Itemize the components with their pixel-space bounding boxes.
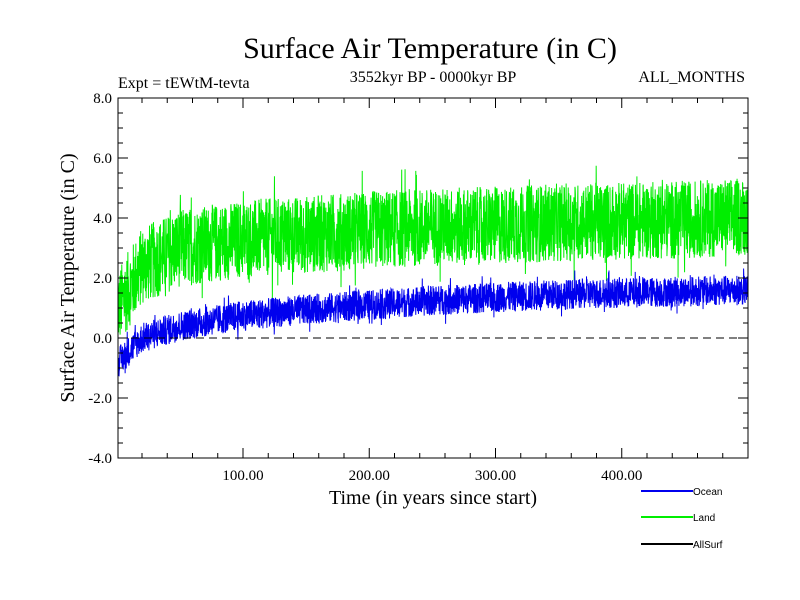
- series-line-ocean: [118, 268, 748, 377]
- experiment-label: Expt = tEWtM-tevta: [118, 75, 250, 92]
- y-tick-label: -4.0: [88, 451, 112, 467]
- axis-ticks: [118, 97, 748, 459]
- legend: Ocean Land AllSurf: [641, 487, 723, 551]
- y-tick-label: 4.0: [93, 211, 112, 227]
- x-tick-label: 100.00: [222, 468, 263, 484]
- y-axis-label: Surface Air Temperature (in C): [57, 153, 79, 402]
- plot-frame: [117, 97, 749, 459]
- time-range-label: 3552kyr BP - 0000kyr BP: [350, 69, 517, 86]
- y-tick-label: 0.0: [93, 331, 112, 347]
- legend-label-ocean: Ocean: [693, 487, 722, 498]
- x-tick-label: 200.00: [349, 468, 390, 484]
- y-tick-label: -2.0: [88, 391, 112, 407]
- y-tick-label: 6.0: [93, 151, 112, 167]
- legend-label-allsurf: AllSurf: [693, 540, 723, 551]
- axis-tick-labels: 100.00 200.00 300.00 400.00 -4.0 -2.0 0.0 2.0 4.…: [88, 91, 642, 484]
- x-tick-label: 300.00: [475, 468, 516, 484]
- y-tick-label: 2.0: [93, 271, 112, 287]
- chart-title: Surface Air Temperature (in C): [243, 32, 617, 65]
- x-axis-label: Time (in years since start): [329, 487, 537, 509]
- x-tick-label: 400.00: [601, 468, 642, 484]
- legend-label-land: Land: [693, 513, 715, 524]
- y-tick-label: 8.0: [93, 91, 112, 107]
- series-layer: [118, 165, 748, 377]
- series-line-land: [118, 165, 748, 335]
- months-label: ALL_MONTHS: [638, 69, 745, 86]
